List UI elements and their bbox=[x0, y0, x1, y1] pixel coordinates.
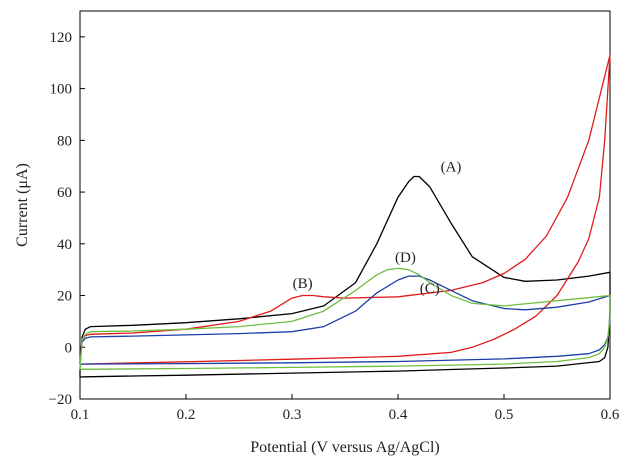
series-line-4 bbox=[79, 267, 611, 370]
y-tick-label: 20 bbox=[57, 289, 72, 305]
x-tick-label: 0.4 bbox=[389, 407, 408, 423]
series-layer bbox=[79, 54, 611, 378]
plot-area-border bbox=[79, 10, 611, 400]
x-axis-title: Potential (V versus Ag/AgCl) bbox=[250, 439, 439, 456]
y-tick-label: 60 bbox=[57, 185, 72, 201]
y-tick-label: 80 bbox=[57, 133, 72, 149]
x-axis-ticks: 0.1 0.2 0.3 0.4 0.5 0.6 bbox=[71, 394, 620, 423]
y-axis-ticks: −20 0 20 40 60 80 100 120 bbox=[49, 30, 85, 408]
annotation-label: (D) bbox=[395, 250, 416, 266]
x-tick-label: 0.2 bbox=[177, 407, 196, 423]
x-tick-label: 0.6 bbox=[601, 407, 620, 423]
y-tick-label: 100 bbox=[50, 82, 73, 98]
annotation-label: (C) bbox=[420, 281, 440, 297]
x-tick-label: 0.3 bbox=[283, 407, 302, 423]
series-line-2 bbox=[79, 54, 611, 365]
annotation-layer: (A) (B) (C)(D) bbox=[293, 159, 462, 297]
y-axis-title: Current (μA) bbox=[14, 163, 31, 247]
plot-frame bbox=[79, 10, 611, 400]
y-tick-label: −20 bbox=[49, 392, 72, 408]
y-tick-label: 0 bbox=[65, 340, 73, 356]
y-tick-label: 40 bbox=[57, 237, 72, 253]
annotation-label: (B) bbox=[293, 276, 313, 292]
annotation-label: (A) bbox=[441, 159, 462, 175]
x-tick-label: 0.5 bbox=[495, 407, 514, 423]
x-tick-label: 0.1 bbox=[71, 407, 90, 423]
y-tick-label: 120 bbox=[50, 30, 73, 46]
series-line-1 bbox=[79, 175, 611, 378]
